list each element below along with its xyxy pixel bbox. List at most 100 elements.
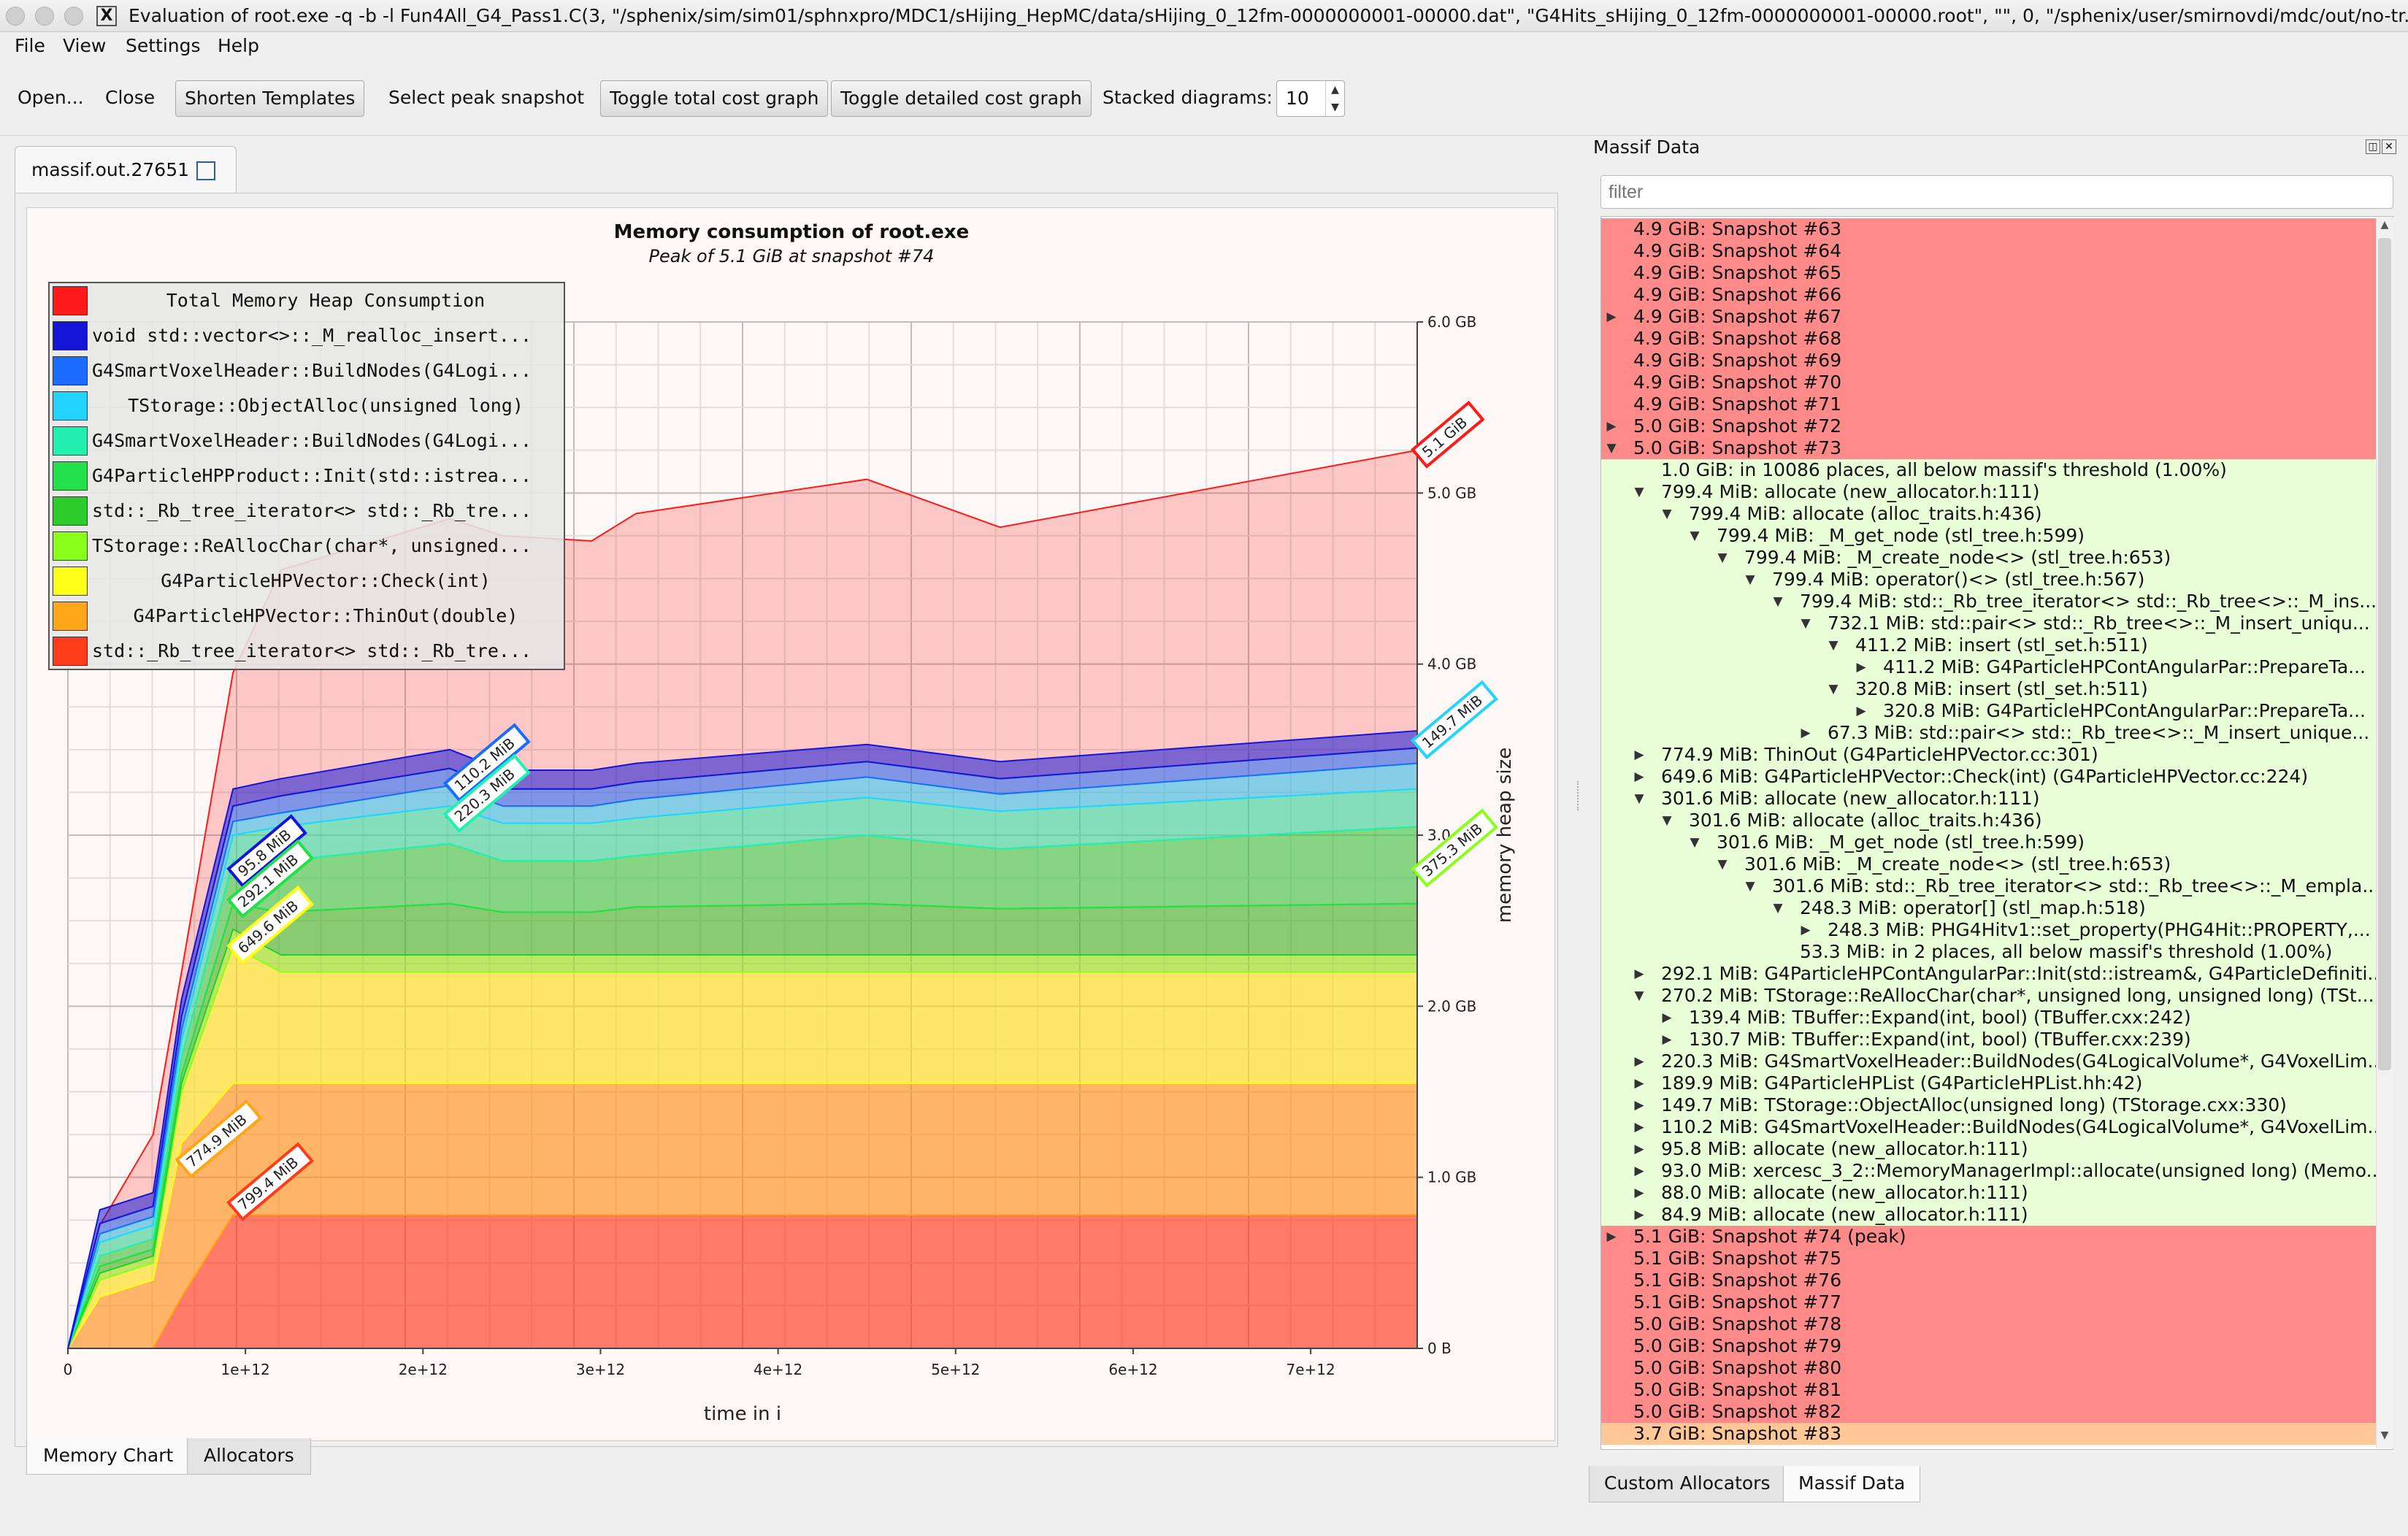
stacked-diagrams-spinbox[interactable]: 10 ▲ ▼: [1276, 80, 1345, 117]
expand-arrow-right-icon[interactable]: ▶: [1634, 1076, 1644, 1091]
expand-arrow-down-icon[interactable]: ▼: [1690, 529, 1700, 543]
tree-row[interactable]: ▼ 301.6 MiB: _M_get_node (stl_tree.h:599): [1601, 832, 2377, 853]
expand-arrow-right-icon[interactable]: ▶: [1634, 1120, 1644, 1134]
tree-row[interactable]: ▼ 301.6 MiB: allocate (new_allocator.h:11…: [1601, 788, 2377, 810]
tree-row[interactable]: ▶ 4.9 GiB: Snapshot #67: [1601, 306, 2377, 328]
expand-arrow-down-icon[interactable]: ▼: [1828, 638, 1838, 653]
expand-arrow-right-icon[interactable]: ▶: [1634, 1186, 1644, 1200]
tree-row[interactable]: ▶ 220.3 MiB: G4SmartVoxelHeader::BuildNod…: [1601, 1051, 2377, 1072]
expand-arrow-down-icon[interactable]: ▼: [1801, 616, 1811, 631]
tree-row[interactable]: ▶ 139.4 MiB: TBuffer::Expand(int, bool) (…: [1601, 1007, 2377, 1029]
tree-row[interactable]: ▶ 411.2 MiB: G4ParticleHPContAngularPar::…: [1601, 656, 2377, 678]
tree-row[interactable]: 3.7 GiB: Snapshot #83: [1601, 1423, 2377, 1445]
tree-row[interactable]: ▼ 301.6 MiB: allocate (alloc_traits.h:436…: [1601, 810, 2377, 832]
toggle-total-cost-button[interactable]: Toggle total cost graph: [600, 80, 829, 117]
tab-close-icon[interactable]: [196, 161, 215, 180]
expand-arrow-right-icon[interactable]: ▶: [1801, 726, 1811, 740]
tree-row[interactable]: ▶ 292.1 MiB: G4ParticleHPContAngularPar::…: [1601, 963, 2377, 985]
expand-arrow-down-icon[interactable]: ▼: [1717, 857, 1728, 872]
window-minimize-icon[interactable]: [35, 7, 54, 26]
tree-row[interactable]: ▶ 84.9 MiB: allocate (new_allocator.h:111…: [1601, 1204, 2377, 1226]
expand-arrow-right-icon[interactable]: ▶: [1634, 769, 1644, 784]
tree-row[interactable]: ▶ 649.6 MiB: G4ParticleHPVector::Check(in…: [1601, 766, 2377, 788]
expand-arrow-down-icon[interactable]: ▼: [1606, 441, 1617, 456]
tree-row[interactable]: 5.0 GiB: Snapshot #78: [1601, 1313, 2377, 1335]
tree-row[interactable]: ▼ 301.6 MiB: std::_Rb_tree_iterator<> std…: [1601, 875, 2377, 897]
expand-arrow-right-icon[interactable]: ▶: [1606, 310, 1617, 324]
expand-arrow-down-icon[interactable]: ▼: [1662, 813, 1672, 828]
tab-massif-data[interactable]: Massif Data: [1783, 1466, 1921, 1502]
tree-row[interactable]: ▼ 320.8 MiB: insert (stl_set.h:511): [1601, 678, 2377, 700]
expand-arrow-right-icon[interactable]: ▶: [1634, 1098, 1644, 1113]
tree-row[interactable]: ▶ 88.0 MiB: allocate (new_allocator.h:111…: [1601, 1182, 2377, 1204]
expand-arrow-right-icon[interactable]: ▶: [1856, 660, 1866, 675]
tree-row[interactable]: ▼ 799.4 MiB: _M_get_node (stl_tree.h:599): [1601, 525, 2377, 547]
toggle-detailed-cost-button[interactable]: Toggle detailed cost graph: [831, 80, 1092, 117]
menu-help[interactable]: Help: [218, 35, 259, 56]
filter-input[interactable]: [1600, 175, 2393, 209]
close-button[interactable]: Close: [105, 87, 156, 108]
tree-row[interactable]: ▶ 130.7 MiB: TBuffer::Expand(int, bool) (…: [1601, 1029, 2377, 1051]
tree-row[interactable]: 4.9 GiB: Snapshot #69: [1601, 350, 2377, 372]
tree-row[interactable]: ▶ 774.9 MiB: ThinOut (G4ParticleHPVector.…: [1601, 744, 2377, 766]
window-maximize-icon[interactable]: [64, 7, 83, 26]
expand-arrow-down-icon[interactable]: ▼: [1634, 988, 1644, 1003]
tree-row[interactable]: ▼ 301.6 MiB: _M_create_node<> (stl_tree.h…: [1601, 853, 2377, 875]
tree-row[interactable]: ▼ 799.4 MiB: operator()<> (stl_tree.h:567…: [1601, 569, 2377, 591]
shorten-templates-button[interactable]: Shorten Templates: [175, 80, 365, 117]
tree-row[interactable]: 4.9 GiB: Snapshot #66: [1601, 284, 2377, 306]
tab-allocators[interactable]: Allocators: [187, 1438, 311, 1475]
tree-row[interactable]: ▶ 5.1 GiB: Snapshot #74 (peak): [1601, 1226, 2377, 1248]
tree-row[interactable]: ▼ 411.2 MiB: insert (stl_set.h:511): [1601, 634, 2377, 656]
tree-row[interactable]: 5.0 GiB: Snapshot #80: [1601, 1357, 2377, 1379]
window-close-icon[interactable]: [6, 7, 25, 26]
expand-arrow-down-icon[interactable]: ▼: [1634, 485, 1644, 499]
tab-memory-chart[interactable]: Memory Chart: [26, 1438, 191, 1475]
tree-row[interactable]: 4.9 GiB: Snapshot #63: [1601, 218, 2377, 240]
tree-row[interactable]: ▼ 732.1 MiB: std::pair<> std::_Rb_tree<>:…: [1601, 613, 2377, 634]
tree-row[interactable]: ▼ 799.4 MiB: _M_create_node<> (stl_tree.h…: [1601, 547, 2377, 569]
expand-arrow-right-icon[interactable]: ▶: [1856, 704, 1866, 718]
tree-row[interactable]: ▶ 248.3 MiB: PHG4Hitv1::set_property(PHG4…: [1601, 919, 2377, 941]
expand-arrow-right-icon[interactable]: ▶: [1634, 748, 1644, 762]
menu-file[interactable]: File: [15, 35, 45, 56]
expand-arrow-right-icon[interactable]: ▶: [1634, 1164, 1644, 1178]
tree-row[interactable]: ▶ 5.0 GiB: Snapshot #72: [1601, 415, 2377, 437]
tree-row[interactable]: 5.1 GiB: Snapshot #75: [1601, 1248, 2377, 1270]
tree-row[interactable]: ▶ 149.7 MiB: TStorage::ObjectAlloc(unsign…: [1601, 1094, 2377, 1116]
tree-row[interactable]: 4.9 GiB: Snapshot #71: [1601, 393, 2377, 415]
expand-arrow-right-icon[interactable]: ▶: [1606, 1229, 1617, 1244]
spinbox-arrows-icon[interactable]: ▲ ▼: [1325, 81, 1344, 116]
tree-row[interactable]: 4.9 GiB: Snapshot #68: [1601, 328, 2377, 350]
file-tab[interactable]: massif.out.27651: [15, 146, 237, 193]
expand-arrow-right-icon[interactable]: ▶: [1662, 1010, 1672, 1025]
scroll-up-icon[interactable]: ▲: [2380, 219, 2389, 231]
massif-tree[interactable]: 4.9 GiB: Snapshot #63 4.9 GiB: Snapshot #…: [1600, 216, 2393, 1450]
expand-arrow-right-icon[interactable]: ▶: [1634, 967, 1644, 981]
tree-row[interactable]: 5.1 GiB: Snapshot #77: [1601, 1291, 2377, 1313]
tree-row[interactable]: ▼ 270.2 MiB: TStorage::ReAllocChar(char*,…: [1601, 985, 2377, 1007]
expand-arrow-right-icon[interactable]: ▶: [1801, 923, 1811, 937]
tree-row[interactable]: ▶ 110.2 MiB: G4SmartVoxelHeader::BuildNod…: [1601, 1116, 2377, 1138]
tree-row[interactable]: 5.0 GiB: Snapshot #79: [1601, 1335, 2377, 1357]
tree-row[interactable]: ▼ 799.4 MiB: std::_Rb_tree_iterator<> std…: [1601, 591, 2377, 613]
expand-arrow-down-icon[interactable]: ▼: [1634, 791, 1644, 806]
float-icon[interactable]: ◫: [2366, 139, 2380, 154]
expand-arrow-down-icon[interactable]: ▼: [1828, 682, 1838, 696]
expand-arrow-right-icon[interactable]: ▶: [1634, 1142, 1644, 1156]
tree-row[interactable]: ▼ 799.4 MiB: allocate (alloc_traits.h:436…: [1601, 503, 2377, 525]
expand-arrow-down-icon[interactable]: ▼: [1717, 550, 1728, 565]
expand-arrow-right-icon[interactable]: ▶: [1606, 419, 1617, 434]
tree-row[interactable]: ▶ 320.8 MiB: G4ParticleHPContAngularPar::…: [1601, 700, 2377, 722]
expand-arrow-right-icon[interactable]: ▶: [1634, 1054, 1644, 1069]
tree-row[interactable]: ▼ 5.0 GiB: Snapshot #73: [1601, 437, 2377, 459]
expand-arrow-down-icon[interactable]: ▼: [1773, 901, 1783, 915]
tree-row[interactable]: 4.9 GiB: Snapshot #70: [1601, 372, 2377, 393]
tree-row[interactable]: ▶ 95.8 MiB: allocate (new_allocator.h:111…: [1601, 1138, 2377, 1160]
menu-settings[interactable]: Settings: [126, 35, 201, 56]
tree-row[interactable]: 4.9 GiB: Snapshot #64: [1601, 240, 2377, 262]
tree-row[interactable]: 4.9 GiB: Snapshot #65: [1601, 262, 2377, 284]
dock-close-icon[interactable]: ✕: [2382, 139, 2396, 154]
tree-row[interactable]: ▶ 67.3 MiB: std::pair<> std::_Rb_tree<>::…: [1601, 722, 2377, 744]
scroll-thumb[interactable]: [2378, 238, 2391, 1070]
